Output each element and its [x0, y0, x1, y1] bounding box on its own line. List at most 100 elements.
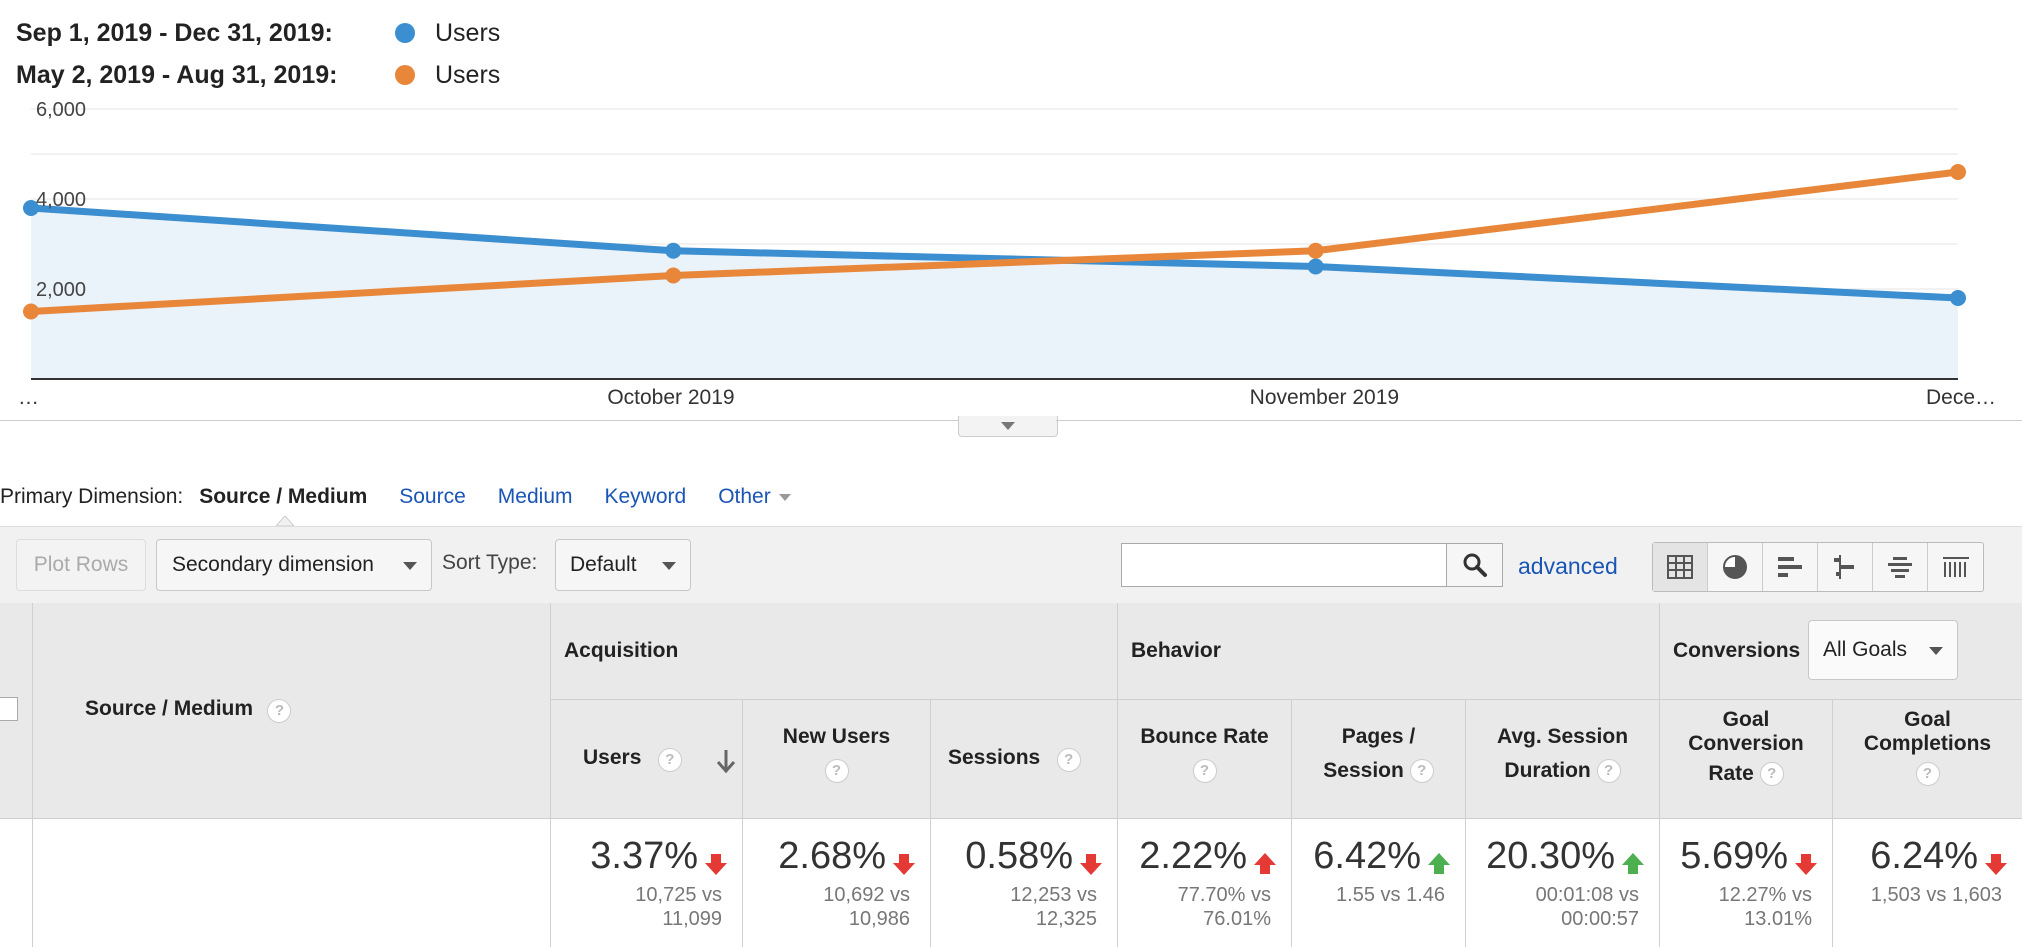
help-icon[interactable]: ?: [1915, 762, 1940, 787]
col-header-avg-session-duration[interactable]: Avg. Session Duration ?: [1466, 700, 1660, 818]
primary-dimension-source[interactable]: Source: [399, 485, 466, 508]
summary-pct-value: 0.58%: [965, 835, 1073, 877]
help-icon[interactable]: ?: [267, 698, 292, 723]
legend-row-current: Sep 1, 2019 - Dec 31, 2019: Users: [16, 13, 500, 53]
col-header-new-users-label: New Users: [782, 725, 891, 748]
users-line-chart[interactable]: 2,000 4,000 6,000: [0, 100, 2022, 430]
pie-view-button[interactable]: [1708, 543, 1763, 591]
plot-rows-button[interactable]: Plot Rows: [16, 539, 146, 591]
series-line-0: [30, 204, 1959, 302]
select-all-checkbox[interactable]: [0, 697, 18, 721]
summary-comparison-line1: 10,692 vs: [823, 884, 910, 906]
summary-checkbox-cell: [0, 819, 33, 947]
grid-table-icon: [1667, 555, 1693, 579]
legend-range-current: Sep 1, 2019 - Dec 31, 2019:: [16, 18, 333, 47]
summary-metric-cell: 5.69% 12.27% vs 13.01%: [1660, 819, 1833, 947]
comparison-view-button[interactable]: [1818, 543, 1873, 591]
col-header-duration-line2-wrap: Duration ?: [1466, 754, 1659, 788]
pivot-view-button[interactable]: [1928, 543, 1983, 591]
col-header-gcr-line1: Goal: [1722, 708, 1770, 731]
dimension-header-content: Source / Medium ?: [85, 697, 292, 723]
summary-pct-wrap: 5.69%: [1680, 835, 1818, 878]
col-header-bounce-rate-label: Bounce Rate: [1140, 725, 1269, 748]
summary-pct-wrap: 20.30%: [1486, 835, 1645, 878]
acquisition-label: Acquisition: [564, 639, 679, 662]
caret-down-icon: [778, 493, 791, 501]
bar-chart-icon: [1778, 557, 1802, 577]
sort-type-value: Default: [570, 553, 637, 576]
table-view-button[interactable]: [1653, 543, 1708, 591]
sort-type-select[interactable]: Default: [555, 539, 691, 591]
primary-dimension-keyword[interactable]: Keyword: [604, 485, 687, 508]
help-icon[interactable]: ?: [657, 747, 682, 772]
term-cloud-view-button[interactable]: [1873, 543, 1928, 591]
col-header-new-users[interactable]: New Users ?: [743, 700, 931, 818]
plot-rows-label: Plot Rows: [33, 553, 129, 576]
search-button[interactable]: [1447, 543, 1503, 587]
col-header-duration-line1: Avg. Session: [1496, 725, 1629, 748]
table-search-input[interactable]: [1121, 543, 1447, 587]
summary-comparison-line2: 76.01%: [1203, 908, 1271, 930]
summary-pct-value: 20.30%: [1486, 835, 1615, 877]
goal-select[interactable]: All Goals: [1808, 620, 1958, 680]
help-icon[interactable]: ?: [1596, 759, 1621, 784]
arrow-down-icon: [1080, 853, 1102, 875]
summary-comparison-line1: 00:01:08 vs: [1535, 884, 1639, 906]
arrow-up-icon: [1254, 852, 1276, 874]
legend-dot-current: [395, 23, 415, 43]
help-icon[interactable]: ?: [1759, 762, 1784, 787]
summary-metric-cell: 6.42% 1.55 vs 1.46: [1292, 819, 1466, 947]
col-header-gc-line1: Goal: [1904, 708, 1951, 731]
series-1-point-2[interactable]: [1307, 242, 1324, 259]
summary-comparison: 00:01:08 vs 00:00:57: [1536, 883, 1639, 931]
col-header-gcr-line2: Conversion: [1688, 732, 1804, 755]
series-0-point-3[interactable]: [1950, 290, 1966, 306]
summary-comparison-line1: 12.27% vs: [1718, 884, 1812, 906]
summary-pct-wrap: 2.22%: [1139, 835, 1277, 878]
behavior-label: Behavior: [1131, 639, 1221, 662]
search-icon: [1463, 553, 1487, 577]
caret-down-icon: [662, 562, 676, 570]
col-header-bounce-rate[interactable]: Bounce Rate ?: [1118, 700, 1292, 818]
summary-row: 3.37% 10,725 vs 11,099 2.68% 10,692 vs 10,986…: [0, 818, 2022, 947]
arrow-down-icon: [1985, 853, 2007, 875]
primary-dimension-other[interactable]: Other: [718, 485, 791, 509]
series-1-point-1[interactable]: [665, 267, 682, 284]
advanced-link[interactable]: advanced: [1518, 553, 1618, 579]
summary-comparison-line1: 12,253 vs: [1010, 884, 1097, 906]
chart-divider-right: [1056, 420, 2022, 421]
series-line-1: [30, 168, 1959, 315]
series-1-point-3[interactable]: [1950, 164, 1966, 180]
col-header-sessions[interactable]: Sessions ?: [931, 700, 1118, 818]
secondary-dimension-select[interactable]: Secondary dimension: [156, 539, 432, 591]
col-header-users-content: Users ?: [583, 746, 682, 772]
series-1-point-0[interactable]: [23, 303, 39, 320]
dimension-header[interactable]: Source / Medium ?: [33, 603, 551, 818]
series-0-point-2[interactable]: [1307, 258, 1324, 275]
col-header-goal-completions[interactable]: Goal Completions ?: [1833, 700, 2022, 818]
col-header-pages-per-session[interactable]: Pages / Session ?: [1292, 700, 1466, 818]
series-0-point-0[interactable]: [23, 200, 39, 216]
col-header-pages-line2: Session: [1323, 759, 1404, 782]
chart-expand-handle[interactable]: [958, 416, 1058, 437]
summary-comparison-line2: 13.01%: [1744, 908, 1812, 930]
primary-dimension-medium[interactable]: Medium: [497, 485, 573, 508]
help-icon[interactable]: ?: [824, 759, 849, 784]
legend-row-previous: May 2, 2019 - Aug 31, 2019: Users: [16, 55, 500, 95]
series-0-point-1[interactable]: [665, 242, 682, 259]
bar-view-button[interactable]: [1763, 543, 1818, 591]
col-header-gc-line2: Completions: [1863, 732, 1992, 755]
summary-comparison-line2: 11,099: [662, 908, 722, 930]
col-header-users[interactable]: Users ?: [551, 700, 743, 818]
behavior-group-header: Behavior: [1118, 603, 1660, 700]
help-icon[interactable]: ?: [1056, 747, 1081, 772]
col-header-bounce-rate-help: ?: [1118, 754, 1291, 788]
col-header-users-label: Users: [583, 746, 642, 769]
summary-metric-cell: 0.58% 12,253 vs 12,325: [931, 819, 1118, 947]
summary-pct-wrap: 6.42%: [1313, 835, 1451, 878]
help-icon[interactable]: ?: [1192, 759, 1217, 784]
help-icon[interactable]: ?: [1409, 759, 1434, 784]
col-header-goal-conversion-rate[interactable]: Goal Conversion Rate ?: [1660, 700, 1833, 818]
col-header-sessions-label: Sessions: [948, 746, 1041, 769]
dimension-header-label: Source / Medium: [85, 697, 254, 720]
